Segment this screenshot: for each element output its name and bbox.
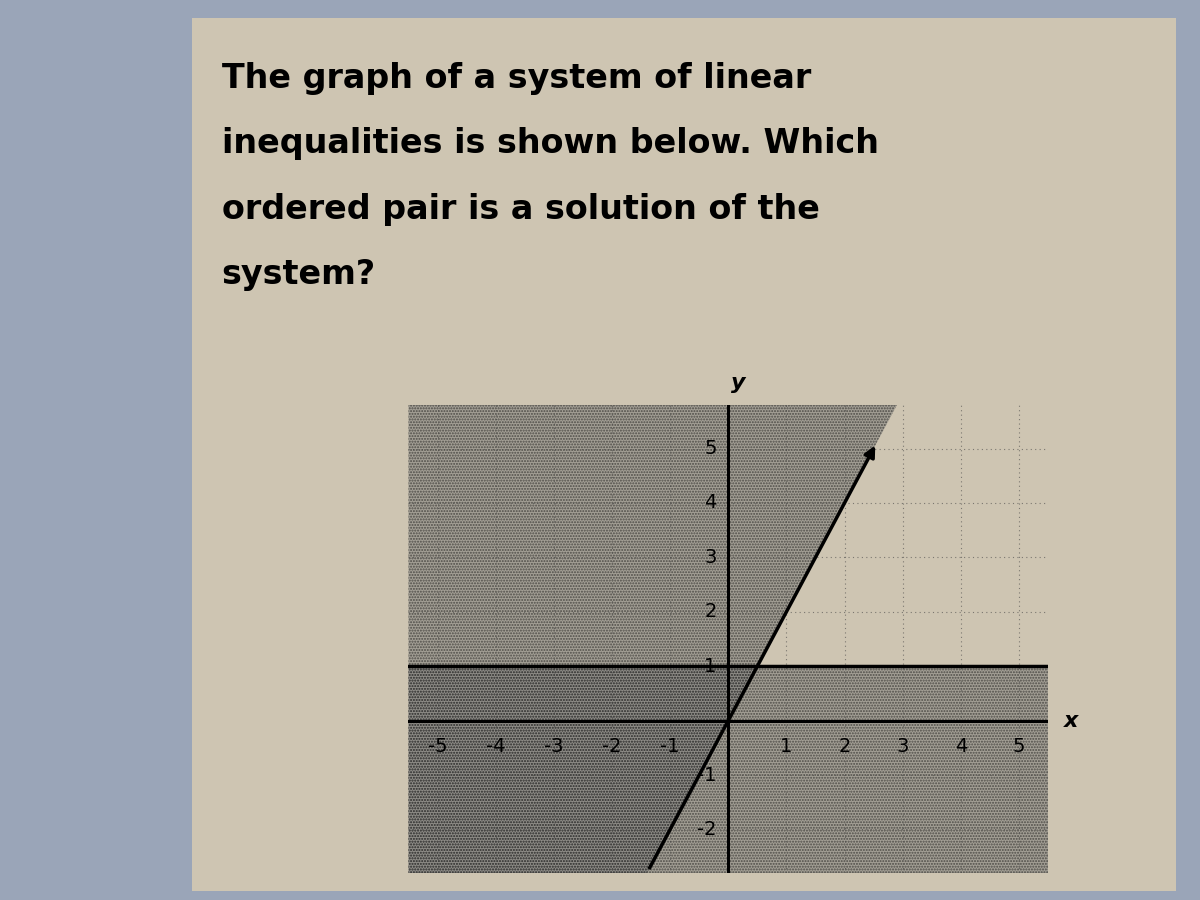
Text: -5: -5: [427, 737, 448, 756]
Text: 3: 3: [704, 548, 716, 567]
Text: 5: 5: [1013, 737, 1025, 756]
Text: 4: 4: [955, 737, 967, 756]
Text: 1: 1: [704, 657, 716, 676]
Text: ordered pair is a solution of the: ordered pair is a solution of the: [222, 193, 820, 226]
Text: x: x: [1064, 711, 1079, 731]
Text: The graph of a system of linear: The graph of a system of linear: [222, 62, 811, 94]
Text: -1: -1: [660, 737, 680, 756]
Text: 2: 2: [704, 602, 716, 621]
Text: 4: 4: [704, 493, 716, 512]
Text: -2: -2: [697, 820, 716, 839]
Text: 5: 5: [704, 439, 716, 458]
Text: 1: 1: [780, 737, 793, 756]
Text: inequalities is shown below. Which: inequalities is shown below. Which: [222, 127, 878, 160]
Text: 3: 3: [896, 737, 908, 756]
Text: 2: 2: [839, 737, 851, 756]
Text: system?: system?: [222, 258, 376, 291]
Text: -4: -4: [486, 737, 505, 756]
Text: -3: -3: [544, 737, 564, 756]
Text: y: y: [732, 374, 746, 393]
Text: -2: -2: [602, 737, 622, 756]
Text: -1: -1: [697, 766, 716, 785]
